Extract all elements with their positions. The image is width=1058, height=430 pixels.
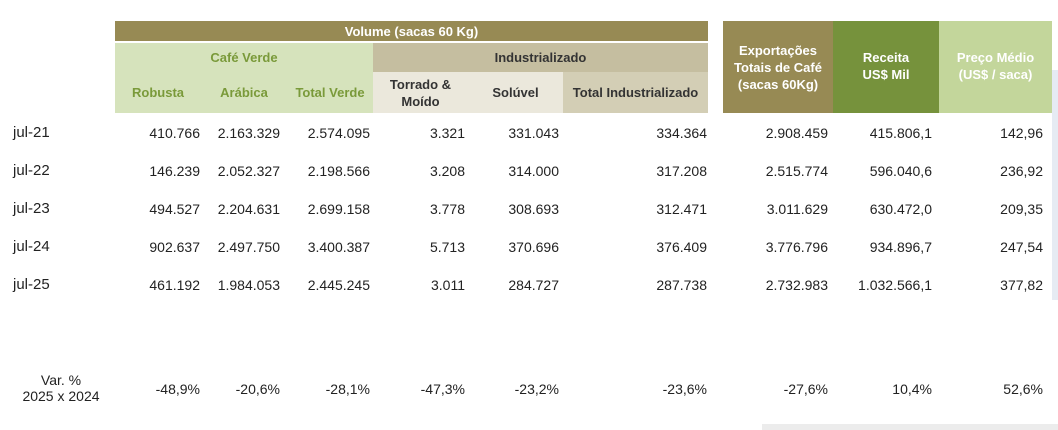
cafe-verde-header: Café Verde: [115, 43, 373, 72]
torrado-moido-header: Torrado & Moído: [373, 72, 468, 113]
arabica-header: Arábica: [201, 72, 287, 113]
row-label: jul-22: [13, 162, 50, 179]
preco-medio-header-label: Preço Médio (US$ / saca): [956, 50, 1035, 82]
variation-label-line2: 2025 x 2024: [22, 388, 100, 404]
total-verde-header-label: Total Verde: [295, 85, 365, 100]
total-industrializado-header: Total Industrializado: [563, 72, 708, 113]
row-label: jul-23: [13, 200, 50, 217]
cell-total-verde: 2.699.158: [307, 201, 370, 217]
cell-exportacoes: 3.011.629: [766, 201, 828, 217]
cell-preco-medio: 142,96: [1000, 125, 1043, 141]
total-industrializado-header-label: Total Industrializado: [572, 85, 699, 100]
var-receita: 10,4%: [892, 381, 932, 397]
cell-soluvel: 314.000: [508, 163, 559, 179]
cell-torrado: 3.321: [429, 125, 465, 141]
robusta-header-label: Robusta: [132, 85, 184, 100]
cell-preco-medio: 236,92: [1000, 163, 1043, 179]
var-preco-medio: 52,6%: [1003, 381, 1043, 397]
cell-robusta: 146.239: [149, 163, 200, 179]
cell-total-industrializado: 287.738: [656, 277, 707, 293]
cell-soluvel: 331.043: [508, 125, 559, 141]
receita-header-label: Receita US$ Mil: [862, 50, 910, 82]
cell-total-verde: 2.445.245: [307, 277, 370, 293]
volume-header-label: Volume (sacas 60 Kg): [344, 23, 479, 39]
cell-preco-medio: 209,35: [1000, 201, 1043, 217]
cell-exportacoes: 3.776.796: [765, 239, 828, 255]
var-total-industrializado: -23,6%: [662, 381, 707, 397]
soluvel-header: Solúvel: [468, 72, 563, 113]
variation-label: Var. % 2025 x 2024: [13, 372, 109, 404]
cell-total-industrializado: 312.471: [656, 201, 707, 217]
cell-total-verde: 2.198.566: [307, 163, 370, 179]
preco-medio-header: Preço Médio (US$ / saca): [939, 21, 1052, 113]
cafe-verde-label: Café Verde: [210, 50, 278, 65]
cell-torrado: 3.208: [429, 163, 465, 179]
cell-exportacoes: 2.515.774: [765, 163, 828, 179]
industrializado-header: Industrializado: [373, 43, 708, 72]
robusta-header: Robusta: [115, 72, 201, 113]
cell-exportacoes: 2.732.983: [765, 277, 828, 293]
cell-receita: 596.040,6: [869, 163, 932, 179]
cell-receita: 934.896,7: [869, 239, 932, 255]
var-exportacoes: -27,6%: [783, 381, 828, 397]
total-verde-header: Total Verde: [287, 72, 373, 113]
cell-torrado: 3.011: [431, 277, 465, 293]
receita-header: Receita US$ Mil: [833, 21, 939, 113]
cell-arabica: 1.984.053: [217, 277, 280, 293]
var-torrado: -47,3%: [420, 381, 465, 397]
cell-soluvel: 308.693: [508, 201, 559, 217]
industrializado-label: Industrializado: [494, 50, 587, 65]
cell-preco-medio: 377,82: [1000, 277, 1043, 293]
var-arabica: -20,6%: [235, 381, 280, 397]
var-total-verde: -28,1%: [325, 381, 370, 397]
var-robusta: -48,9%: [155, 381, 200, 397]
cell-total-verde: 3.400.387: [307, 239, 370, 255]
cell-robusta: 494.527: [149, 201, 200, 217]
cell-torrado: 5.713: [429, 239, 465, 255]
cell-arabica: 2.052.327: [217, 163, 280, 179]
cell-robusta: 902.637: [149, 239, 200, 255]
cell-receita: 415.806,1: [869, 125, 932, 141]
torrado-moido-header-label: Torrado & Moído: [389, 76, 452, 109]
exportacoes-header-label: Exportações Totais de Café (sacas 60Kg): [734, 42, 822, 92]
row-label: jul-21: [13, 124, 50, 141]
cell-total-industrializado: 317.208: [656, 163, 707, 179]
cell-torrado: 3.778: [429, 201, 465, 217]
bottom-strip: [762, 424, 1058, 430]
cell-exportacoes: 2.908.459: [765, 125, 828, 141]
var-soluvel: -23,2%: [514, 381, 559, 397]
cell-arabica: 2.163.329: [217, 125, 280, 141]
row-label: jul-25: [13, 276, 50, 293]
exportacoes-header: Exportações Totais de Café (sacas 60Kg): [723, 21, 833, 113]
arabica-header-label: Arábica: [220, 85, 268, 100]
cell-preco-medio: 247,54: [1000, 239, 1043, 255]
volume-header: Volume (sacas 60 Kg): [115, 21, 708, 41]
cell-receita: 1.032.566,1: [858, 277, 932, 293]
variation-label-line1: Var. %: [40, 372, 82, 388]
cell-total-industrializado: 334.364: [656, 125, 707, 141]
cell-arabica: 2.204.631: [217, 201, 280, 217]
row-label: jul-24: [13, 238, 50, 255]
scroll-edge: [1052, 70, 1058, 300]
cell-arabica: 2.497.750: [217, 239, 280, 255]
cell-robusta: 410.766: [149, 125, 200, 141]
cell-total-industrializado: 376.409: [656, 239, 707, 255]
cell-soluvel: 284.727: [508, 277, 559, 293]
cell-receita: 630.472,0: [869, 201, 932, 217]
cell-total-verde: 2.574.095: [307, 125, 370, 141]
cell-robusta: 461.192: [149, 277, 200, 293]
soluvel-header-label: Solúvel: [492, 85, 539, 100]
cell-soluvel: 370.696: [508, 239, 559, 255]
